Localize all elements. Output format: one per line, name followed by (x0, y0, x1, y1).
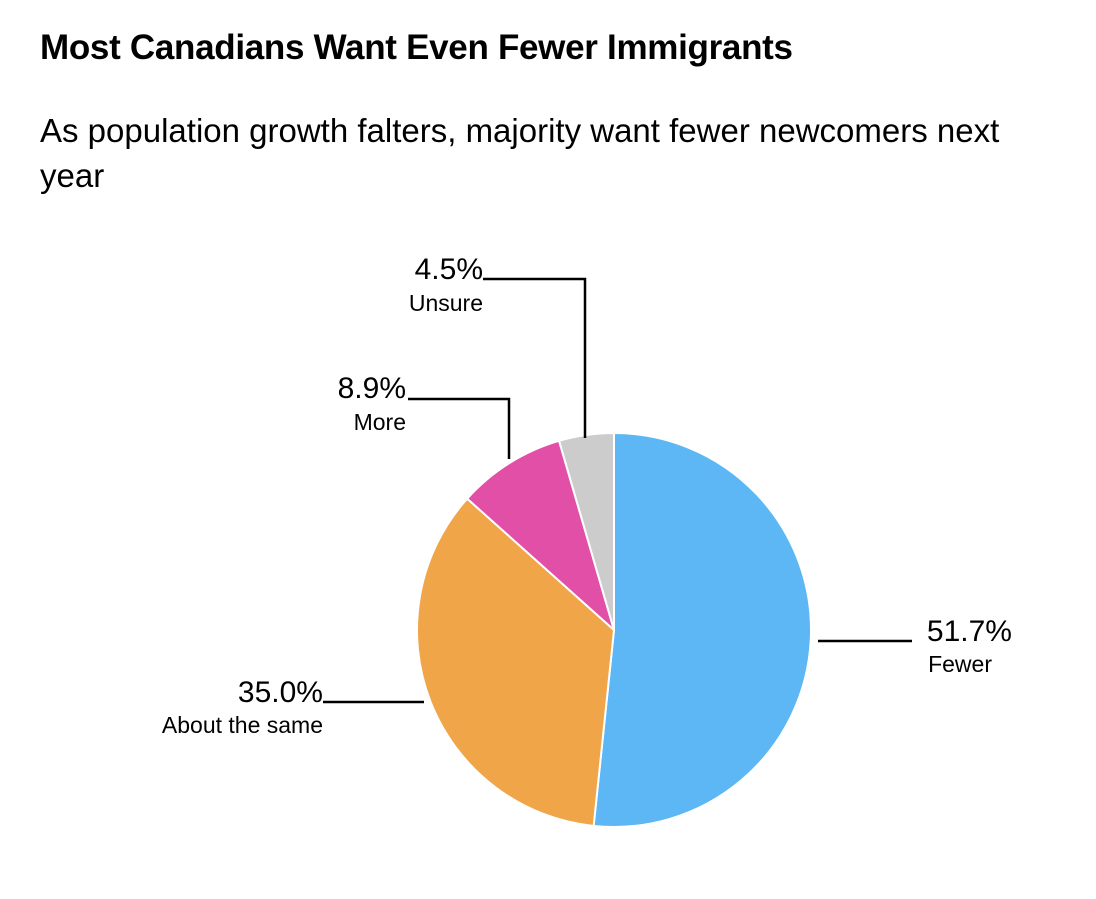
leader-line-more (408, 397, 511, 459)
pie-slice-fewer (592, 432, 812, 828)
slice-category-label-about-the-same: About the same (162, 712, 323, 738)
chart-subtitle: As population growth falters, majority w… (40, 112, 1000, 194)
slice-category-label-more: More (354, 409, 406, 435)
slice-category-label-unsure: Unsure (409, 290, 483, 316)
slice-value-label-unsure: 4.5% (415, 253, 483, 286)
chart-title: Most Canadians Want Even Fewer Immigrant… (40, 28, 793, 67)
pie-slice-more (466, 439, 615, 631)
slice-value-label-more: 8.9% (338, 372, 406, 405)
pie-slices (416, 432, 812, 828)
slice-labels: 51.7% Fewer 35.0% About the same 8.9% More 4.5… (162, 253, 1012, 738)
leader-line-unsure (483, 277, 587, 438)
slice-value-label-about-the-same: 35.0% (238, 676, 323, 709)
slice-value-label-fewer: 51.7% (927, 615, 1012, 648)
pie-slice-unsure (558, 432, 615, 631)
pie-slice-about-the-same (416, 497, 615, 827)
slice-category-label-fewer: Fewer (928, 651, 992, 677)
leader-lines (323, 277, 912, 704)
